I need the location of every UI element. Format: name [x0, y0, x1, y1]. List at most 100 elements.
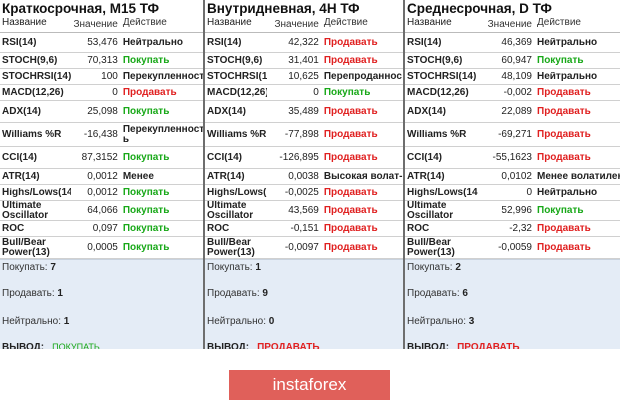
summary-box: Покупать: 1 Продавать: 9 Нейтрально: 0 ВЫВО… — [205, 259, 403, 349]
summary-count: 1 — [57, 288, 63, 299]
indicator-value: 22,089 — [501, 106, 532, 117]
indicator-name: ATR(14) — [407, 171, 445, 182]
indicator-action: Продавать — [323, 55, 378, 66]
indicator-action: Покупать — [122, 106, 170, 117]
indicator-value: -55,1623 — [492, 152, 532, 163]
indicator-action: Продавать — [323, 205, 378, 216]
column-header-action: Действие — [323, 18, 368, 28]
indicator-action: Продавать — [323, 129, 378, 140]
table-row: Highs/Lows(14 0,0012 Покупать — [0, 185, 203, 201]
table-row: STOCH(9,6) 70,313 Покупать — [0, 53, 203, 69]
indicator-action: Продавать — [537, 87, 591, 98]
indicator-action: Покупать — [122, 55, 170, 66]
table-row: ROC 0,097 Покупать — [0, 221, 203, 237]
indicator-name: Bull/Bear Power(13) — [407, 237, 455, 258]
indicator-action: Продавать — [537, 106, 591, 117]
table-row: ROC -0,151 Продавать — [205, 221, 403, 237]
indicator-name: ATR(14) — [2, 171, 40, 182]
table-row: MACD(12,26) 0 Покупать — [205, 85, 403, 101]
indicator-value: -0,002 — [503, 87, 532, 98]
indicator-name: MACD(12,26) — [407, 87, 469, 98]
summary-label: Нейтрально: — [407, 316, 466, 327]
indicator-name: CCI(14) — [407, 152, 443, 163]
indicator-name: ATR(14) — [207, 171, 245, 182]
indicator-name: MACD(12,26) — [207, 87, 268, 98]
indicator-action: Продавать — [323, 152, 378, 163]
summary-sell: Продавать: 1 — [2, 288, 63, 299]
indicator-name: STOCH(9,6) — [207, 55, 263, 66]
indicator-value: -77,898 — [284, 129, 319, 140]
verdict-value: ПРОДАВАТЬ — [457, 342, 520, 349]
indicator-action: Перекупленност — [122, 71, 203, 82]
panel-2: Внутридневная, 4H ТФ Название Значение Дейс… — [205, 0, 405, 349]
indicator-name: Highs/Lows( — [207, 187, 267, 198]
indicator-panels: Краткосрочная, M15 ТФ Название Значение Дей… — [0, 0, 620, 349]
instaforex-logo[interactable]: instaforex — [229, 370, 390, 400]
table-row: Bull/Bear Power(13) 0,0005 Покупать — [0, 237, 203, 259]
indicator-action: Покупать — [122, 223, 170, 234]
summary-label: Нейтрально: — [207, 316, 266, 327]
summary-count: 6 — [462, 288, 468, 299]
summary-label: Продавать: — [207, 288, 260, 299]
indicator-value: -0,0097 — [284, 242, 319, 253]
indicator-action: Нейтрально — [122, 37, 183, 48]
indicator-value: 87,3152 — [81, 152, 118, 163]
indicator-name: STOCH(9,6) — [407, 55, 463, 66]
indicator-name: Ultimate Oscillator — [207, 201, 254, 221]
indicator-name: CCI(14) — [2, 152, 38, 163]
indicator-name: Williams %R — [207, 129, 267, 140]
indicator-value: 64,066 — [87, 205, 118, 216]
indicator-value: -69,271 — [498, 129, 532, 140]
table-row: Ultimate Oscillator 52,996 Покупать — [405, 201, 620, 221]
indicator-value: 70,313 — [87, 55, 118, 66]
indicator-action: Продавать — [323, 187, 378, 198]
summary-buy: Покупать: 1 — [207, 262, 261, 273]
summary-box: Покупать: 7 Продавать: 1 Нейтрально: 1 ВЫВО… — [0, 259, 203, 349]
indicator-action: Продавать — [323, 106, 378, 117]
indicator-value: -2,32 — [509, 223, 532, 234]
table-row: Highs/Lows(14 0 Нейтрально — [405, 185, 620, 201]
column-header-value: Значение — [73, 19, 118, 30]
indicator-action: Продавать — [323, 37, 378, 48]
indicator-value: -0,151 — [290, 223, 319, 234]
indicator-action: Менее — [122, 171, 154, 182]
indicator-value: -0,0059 — [498, 242, 532, 253]
verdict: ВЫВОД: ПРОДАВАТЬ — [407, 342, 520, 349]
indicator-name: STOCH(9,6) — [2, 55, 58, 66]
indicator-name: ROC — [207, 223, 230, 234]
indicator-value: 0,0102 — [501, 171, 532, 182]
table-header: Название Значение Действие — [0, 18, 203, 33]
summary-label: Покупать: — [207, 262, 253, 273]
indicator-name: Bull/Bear Power(13) — [2, 237, 50, 258]
table-row: ATR(14) 0,0102 Менее волатилен — [405, 169, 620, 185]
indicator-action: Продавать — [323, 242, 378, 253]
indicator-action: Продавать — [323, 223, 378, 234]
indicator-value: -16,438 — [83, 129, 118, 140]
indicator-action: Продавать — [537, 129, 591, 140]
summary-neutral: Нейтрально: 0 — [207, 316, 274, 327]
indicator-action: Перепроданнос — [323, 71, 402, 82]
table-row: Ultimate Oscillator 43,569 Продавать — [205, 201, 403, 221]
indicator-action: Нейтрально — [537, 37, 598, 48]
indicator-action: Покупать — [122, 205, 170, 216]
summary-buy: Покупать: 2 — [407, 262, 461, 273]
indicator-name: MACD(12,26) — [2, 87, 64, 98]
summary-label: Продавать: — [2, 288, 55, 299]
summary-neutral: Нейтрально: 1 — [2, 316, 69, 327]
table-row: Williams %R -69,271 Продавать — [405, 123, 620, 147]
indicator-value: 0 — [313, 87, 319, 98]
verdict-value: ПОКУПАТЬ — [52, 342, 100, 349]
indicator-name: Williams %R — [2, 129, 62, 140]
indicator-name: Williams %R — [407, 129, 467, 140]
table-row: RSI(14) 46,369 Нейтрально — [405, 33, 620, 53]
indicator-name: RSI(14) — [2, 37, 37, 48]
summary-count: 1 — [255, 262, 261, 273]
table-row: ADX(14) 25,098 Покупать — [0, 101, 203, 123]
indicator-value: 0 — [112, 87, 118, 98]
table-row: ATR(14) 0,0012 Менее — [0, 169, 203, 185]
indicator-value: 52,996 — [501, 205, 532, 216]
panel-3: Среднесрочная, D ТФ Название Значение Дейст… — [405, 0, 620, 349]
summary-count: 7 — [50, 262, 56, 273]
column-header-name: Название — [207, 18, 252, 28]
table-row: STOCHRSI(14) 100 Перекупленност — [0, 69, 203, 85]
